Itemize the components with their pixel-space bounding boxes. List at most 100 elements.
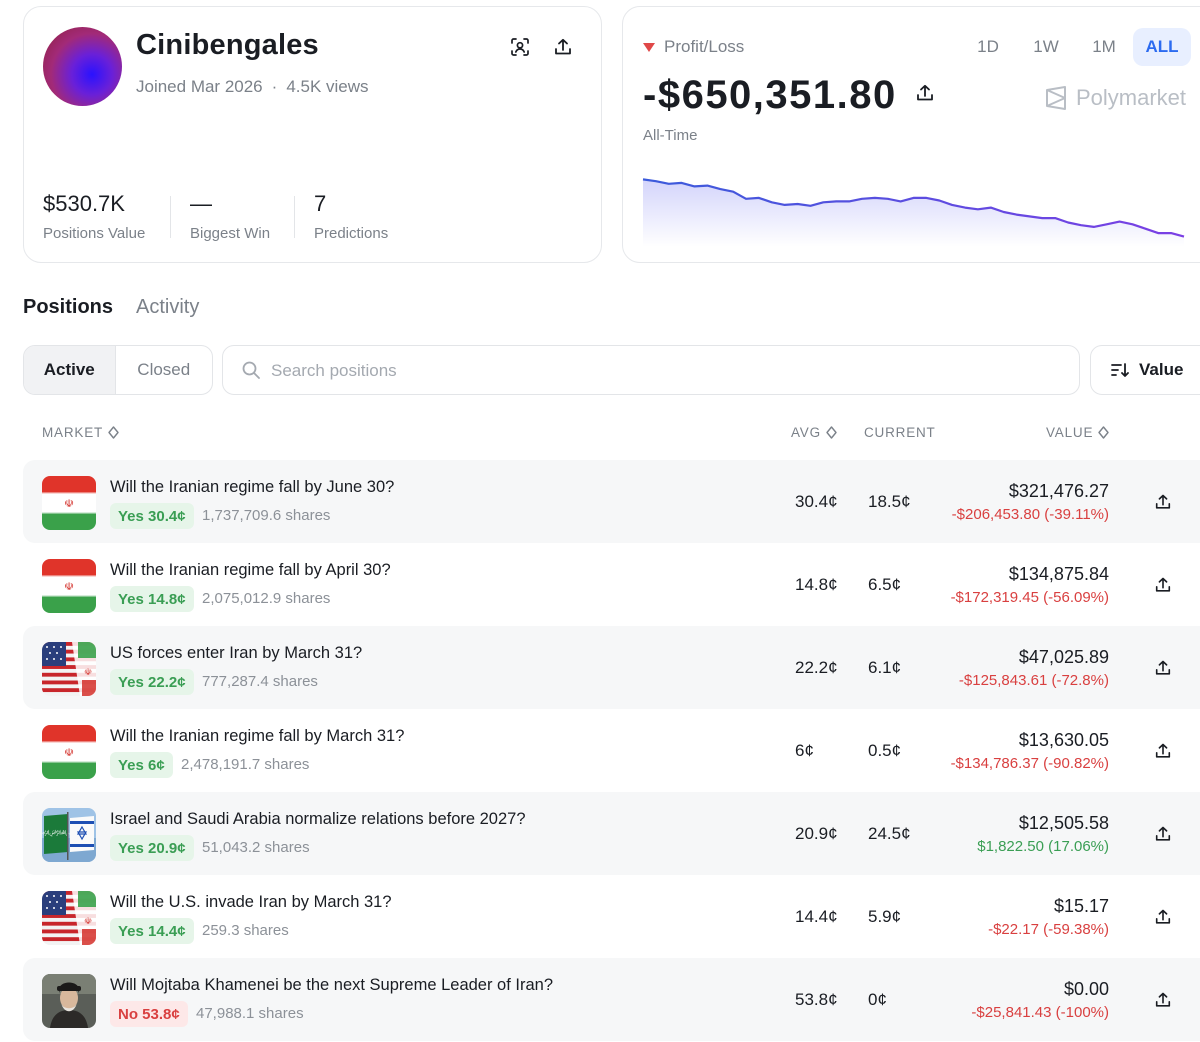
status-filter: Active Closed xyxy=(23,345,213,395)
tab-positions[interactable]: Positions xyxy=(23,296,114,318)
scan-user-icon xyxy=(511,38,529,56)
share-icon xyxy=(1155,577,1171,592)
svg-text:☫: ☫ xyxy=(84,917,92,927)
share-count: 2,075,012.9 shares xyxy=(202,590,331,607)
market-title[interactable]: Will Mojtaba Khamenei be the next Suprem… xyxy=(110,976,554,994)
avg-price: 14.8¢ xyxy=(795,575,838,594)
iran-flag-thumbnail: ☫ xyxy=(42,476,96,530)
market-title[interactable]: Will the Iranian regime fall by March 31… xyxy=(110,727,405,745)
share-position-button[interactable] xyxy=(1151,988,1175,1012)
header-avg-label: AVG xyxy=(791,425,821,440)
share-position-button[interactable] xyxy=(1151,490,1175,514)
avg-price: 30.4¢ xyxy=(795,492,838,511)
range-tab-1w[interactable]: 1W xyxy=(1033,37,1059,56)
outcome-badge: Yes 14.8¢ xyxy=(110,586,194,612)
stat-label: Biggest Win xyxy=(190,225,271,242)
stat-value: — xyxy=(190,191,212,216)
joined-date: Joined Mar 2026 xyxy=(136,77,263,96)
share-position-button[interactable] xyxy=(1151,656,1175,680)
outcome-badge: Yes 30.4¢ xyxy=(110,503,194,529)
position-value: $15.17 xyxy=(1053,896,1109,916)
position-pnl: -$172,319.45 (-56.09%) xyxy=(950,589,1109,606)
outcome-badge: Yes 14.4¢ xyxy=(110,918,194,944)
pnl-area xyxy=(643,179,1184,247)
share-profile-button[interactable] xyxy=(550,34,576,60)
current-price: 24.5¢ xyxy=(868,824,911,843)
position-pnl: -$125,843.61 (-72.8%) xyxy=(958,672,1109,689)
position-value: $12,505.58 xyxy=(1018,813,1109,833)
header-avg[interactable]: AVG xyxy=(791,425,837,440)
current-price: 0¢ xyxy=(868,990,887,1009)
pnl-line xyxy=(642,178,1185,238)
share-icon xyxy=(555,38,571,55)
position-pnl: -$25,841.43 (-100%) xyxy=(971,1004,1109,1021)
pnl-period: All-Time xyxy=(643,127,698,144)
svg-text:☫: ☫ xyxy=(64,580,74,593)
filter-active-button[interactable]: Active xyxy=(24,346,116,394)
polymarket-logo-icon xyxy=(1046,86,1066,110)
tab-activity[interactable]: Activity xyxy=(136,296,200,318)
meta-separator: · xyxy=(271,77,278,96)
avatar xyxy=(43,27,122,106)
user-name: Cinibengales xyxy=(136,29,319,61)
iran-flag-thumbnail: ☫ xyxy=(42,559,96,613)
sort-value-button[interactable]: Value xyxy=(1090,345,1200,395)
avg-price: 6¢ xyxy=(795,741,814,760)
avg-price: 53.8¢ xyxy=(795,990,838,1009)
share-position-button[interactable] xyxy=(1151,822,1175,846)
filter-closed-button[interactable]: Closed xyxy=(137,360,191,379)
current-price: 6.5¢ xyxy=(868,575,902,594)
position-value: $13,630.05 xyxy=(1018,730,1109,750)
market-title[interactable]: US forces enter Iran by March 31? xyxy=(110,644,363,662)
range-tab-all[interactable]: ALL xyxy=(1133,28,1191,66)
table-row[interactable]: ☫ Will the Iranian regime fall by June 30… xyxy=(23,460,1200,543)
share-icon xyxy=(1155,660,1171,675)
position-pnl: $1,822.50 (17.06%) xyxy=(977,838,1109,855)
table-row[interactable]: Will Mojtaba Khamenei be the next Suprem… xyxy=(23,958,1200,1041)
range-tab-1m[interactable]: 1M xyxy=(1092,37,1116,56)
pnl-value: -$650,351.80 xyxy=(643,73,897,117)
outcome-badge: Yes 20.9¢ xyxy=(110,835,194,861)
scan-profile-button[interactable] xyxy=(507,34,533,60)
share-icon xyxy=(917,84,933,101)
header-market[interactable]: MARKET xyxy=(42,425,119,440)
outcome-badge: Yes 22.2¢ xyxy=(110,669,194,695)
range-tab-1d[interactable]: 1D xyxy=(977,37,999,56)
header-value[interactable]: VALUE xyxy=(1046,425,1109,440)
israel-saudi-flags-thumbnail: ﷽ xyxy=(42,808,96,862)
table-row[interactable]: ﷽ Israel and Saudi Arabia normalize relat… xyxy=(23,792,1200,875)
us-iran-flags-thumbnail: ☫ xyxy=(42,891,96,945)
table-row[interactable]: ☫ Will the U.S. invade Iran by March 31? Y… xyxy=(23,875,1200,958)
search-input[interactable] xyxy=(271,358,1051,384)
current-price: 5.9¢ xyxy=(868,907,902,926)
market-title[interactable]: Israel and Saudi Arabia normalize relati… xyxy=(110,810,526,828)
range-tabs: 1D 1W 1M ALL xyxy=(959,28,1191,66)
share-count: 47,988.1 shares xyxy=(196,1005,304,1022)
table-row[interactable]: ☫ Will the Iranian regime fall by March 3… xyxy=(23,709,1200,792)
header-current-label: CURRENT xyxy=(864,425,936,440)
share-position-button[interactable] xyxy=(1151,739,1175,763)
table-row[interactable]: ☫ US forces enter Iran by March 31? Yes 22… xyxy=(23,626,1200,709)
share-position-button[interactable] xyxy=(1151,573,1175,597)
down-triangle-icon xyxy=(643,42,655,52)
share-icon xyxy=(1155,826,1171,841)
sort-icon xyxy=(1111,363,1129,377)
market-title[interactable]: Will the Iranian regime fall by April 30… xyxy=(110,561,391,579)
market-title[interactable]: Will the Iranian regime fall by June 30? xyxy=(110,478,395,496)
profile-card: Cinibengales Joined Mar 2026 · 4.5K views … xyxy=(23,6,602,263)
share-count: 777,287.4 shares xyxy=(202,673,318,690)
current-price: 18.5¢ xyxy=(868,492,911,511)
market-title[interactable]: Will the U.S. invade Iran by March 31? xyxy=(110,893,392,911)
table-row[interactable]: ☫ Will the Iranian regime fall by April 3… xyxy=(23,543,1200,626)
position-pnl: -$22.17 (-59.38%) xyxy=(988,921,1109,938)
header-value-label: VALUE xyxy=(1046,425,1094,440)
pnl-label: Profit/Loss xyxy=(664,37,745,56)
svg-text:☫: ☫ xyxy=(84,668,92,678)
view-count: 4.5K views xyxy=(286,77,369,96)
share-count: 1,737,709.6 shares xyxy=(202,507,331,524)
share-pnl-button[interactable] xyxy=(915,83,935,108)
position-value: $321,476.27 xyxy=(1008,481,1109,501)
sort-diamond-icon xyxy=(826,426,837,439)
share-icon xyxy=(1155,494,1171,509)
share-position-button[interactable] xyxy=(1151,905,1175,929)
